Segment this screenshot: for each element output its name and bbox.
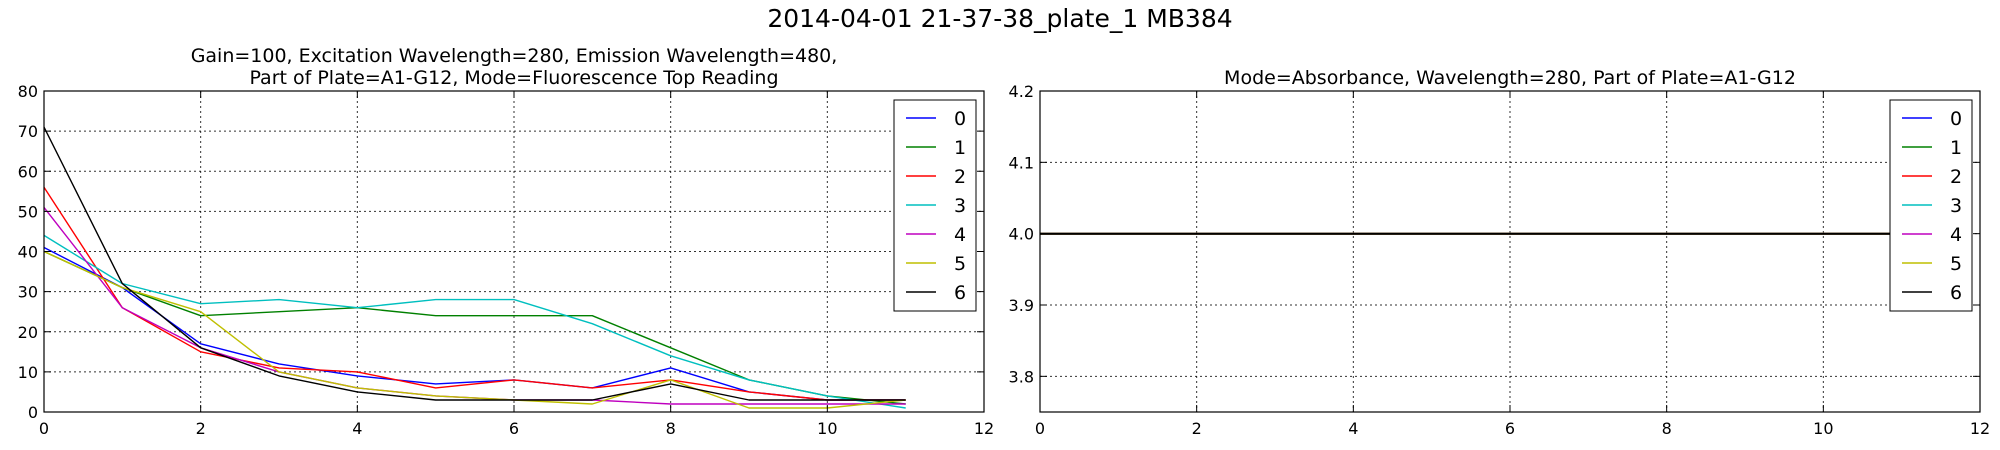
y-tick-label: 10 bbox=[18, 363, 38, 382]
legend-label-1: 1 bbox=[1950, 137, 1962, 159]
chart-title-line: Part of Plate=A1-G12, Mode=Fluorescence … bbox=[249, 67, 778, 89]
x-tick-label: 0 bbox=[39, 419, 49, 438]
y-tick-label: 4.1 bbox=[1009, 153, 1034, 172]
x-tick-label: 10 bbox=[817, 419, 837, 438]
legend-label-0: 0 bbox=[954, 108, 966, 130]
x-tick-label: 2 bbox=[196, 419, 206, 438]
series-line-3 bbox=[43, 234, 906, 409]
x-tick-label: 8 bbox=[1662, 419, 1672, 438]
chart-title-line: Gain=100, Excitation Wavelength=280, Emi… bbox=[191, 45, 838, 67]
legend-label-5: 5 bbox=[954, 253, 966, 275]
y-tick-label: 4.0 bbox=[1009, 225, 1034, 244]
y-tick-label: 60 bbox=[18, 162, 38, 181]
x-tick-label: 6 bbox=[509, 419, 519, 438]
series-line-5 bbox=[43, 250, 906, 409]
series-line-2 bbox=[43, 186, 906, 401]
figure-suptitle: 2014-04-01 21-37-38_plate_1 MB384 bbox=[767, 4, 1233, 33]
x-tick-label: 6 bbox=[1505, 419, 1515, 438]
x-tick-label: 0 bbox=[1035, 419, 1045, 438]
legend-label-2: 2 bbox=[954, 166, 966, 188]
y-tick-label: 70 bbox=[18, 122, 38, 141]
chart-title-line: Mode=Absorbance, Wavelength=280, Part of… bbox=[1224, 67, 1796, 89]
x-tick-label: 10 bbox=[1813, 419, 1833, 438]
y-tick-label: 4.2 bbox=[1009, 82, 1034, 101]
chart-panel-1: Gain=100, Excitation Wavelength=280, Emi… bbox=[18, 45, 995, 438]
y-tick-label: 80 bbox=[18, 82, 38, 101]
legend-label-5: 5 bbox=[1950, 253, 1962, 275]
y-tick-label: 3.9 bbox=[1009, 296, 1034, 315]
legend-label-1: 1 bbox=[954, 137, 966, 159]
legend-label-2: 2 bbox=[1950, 166, 1962, 188]
chart-panel-2: Mode=Absorbance, Wavelength=280, Part of… bbox=[1009, 67, 1991, 438]
x-tick-label: 2 bbox=[1192, 419, 1202, 438]
legend-label-6: 6 bbox=[954, 282, 966, 304]
legend-label-4: 4 bbox=[954, 224, 966, 246]
x-tick-label: 12 bbox=[974, 419, 994, 438]
series-line-6 bbox=[43, 126, 906, 401]
x-tick-label: 12 bbox=[1970, 419, 1990, 438]
y-tick-label: 0 bbox=[28, 403, 38, 422]
y-tick-label: 50 bbox=[18, 202, 38, 221]
legend-label-3: 3 bbox=[1950, 195, 1962, 217]
legend-label-3: 3 bbox=[954, 195, 966, 217]
y-tick-label: 20 bbox=[18, 323, 38, 342]
legend-label-0: 0 bbox=[1950, 108, 1962, 130]
y-tick-label: 3.8 bbox=[1009, 367, 1034, 386]
x-tick-label: 4 bbox=[1348, 419, 1358, 438]
legend-label-6: 6 bbox=[1950, 282, 1962, 304]
x-tick-label: 8 bbox=[666, 419, 676, 438]
y-tick-label: 40 bbox=[18, 243, 38, 262]
y-tick-label: 30 bbox=[18, 283, 38, 302]
legend: 0 1 2 3 4 5 6 bbox=[893, 99, 977, 312]
x-tick-label: 4 bbox=[352, 419, 362, 438]
legend: 0 1 2 3 4 5 6 bbox=[1889, 99, 1973, 312]
legend-label-4: 4 bbox=[1950, 224, 1962, 246]
